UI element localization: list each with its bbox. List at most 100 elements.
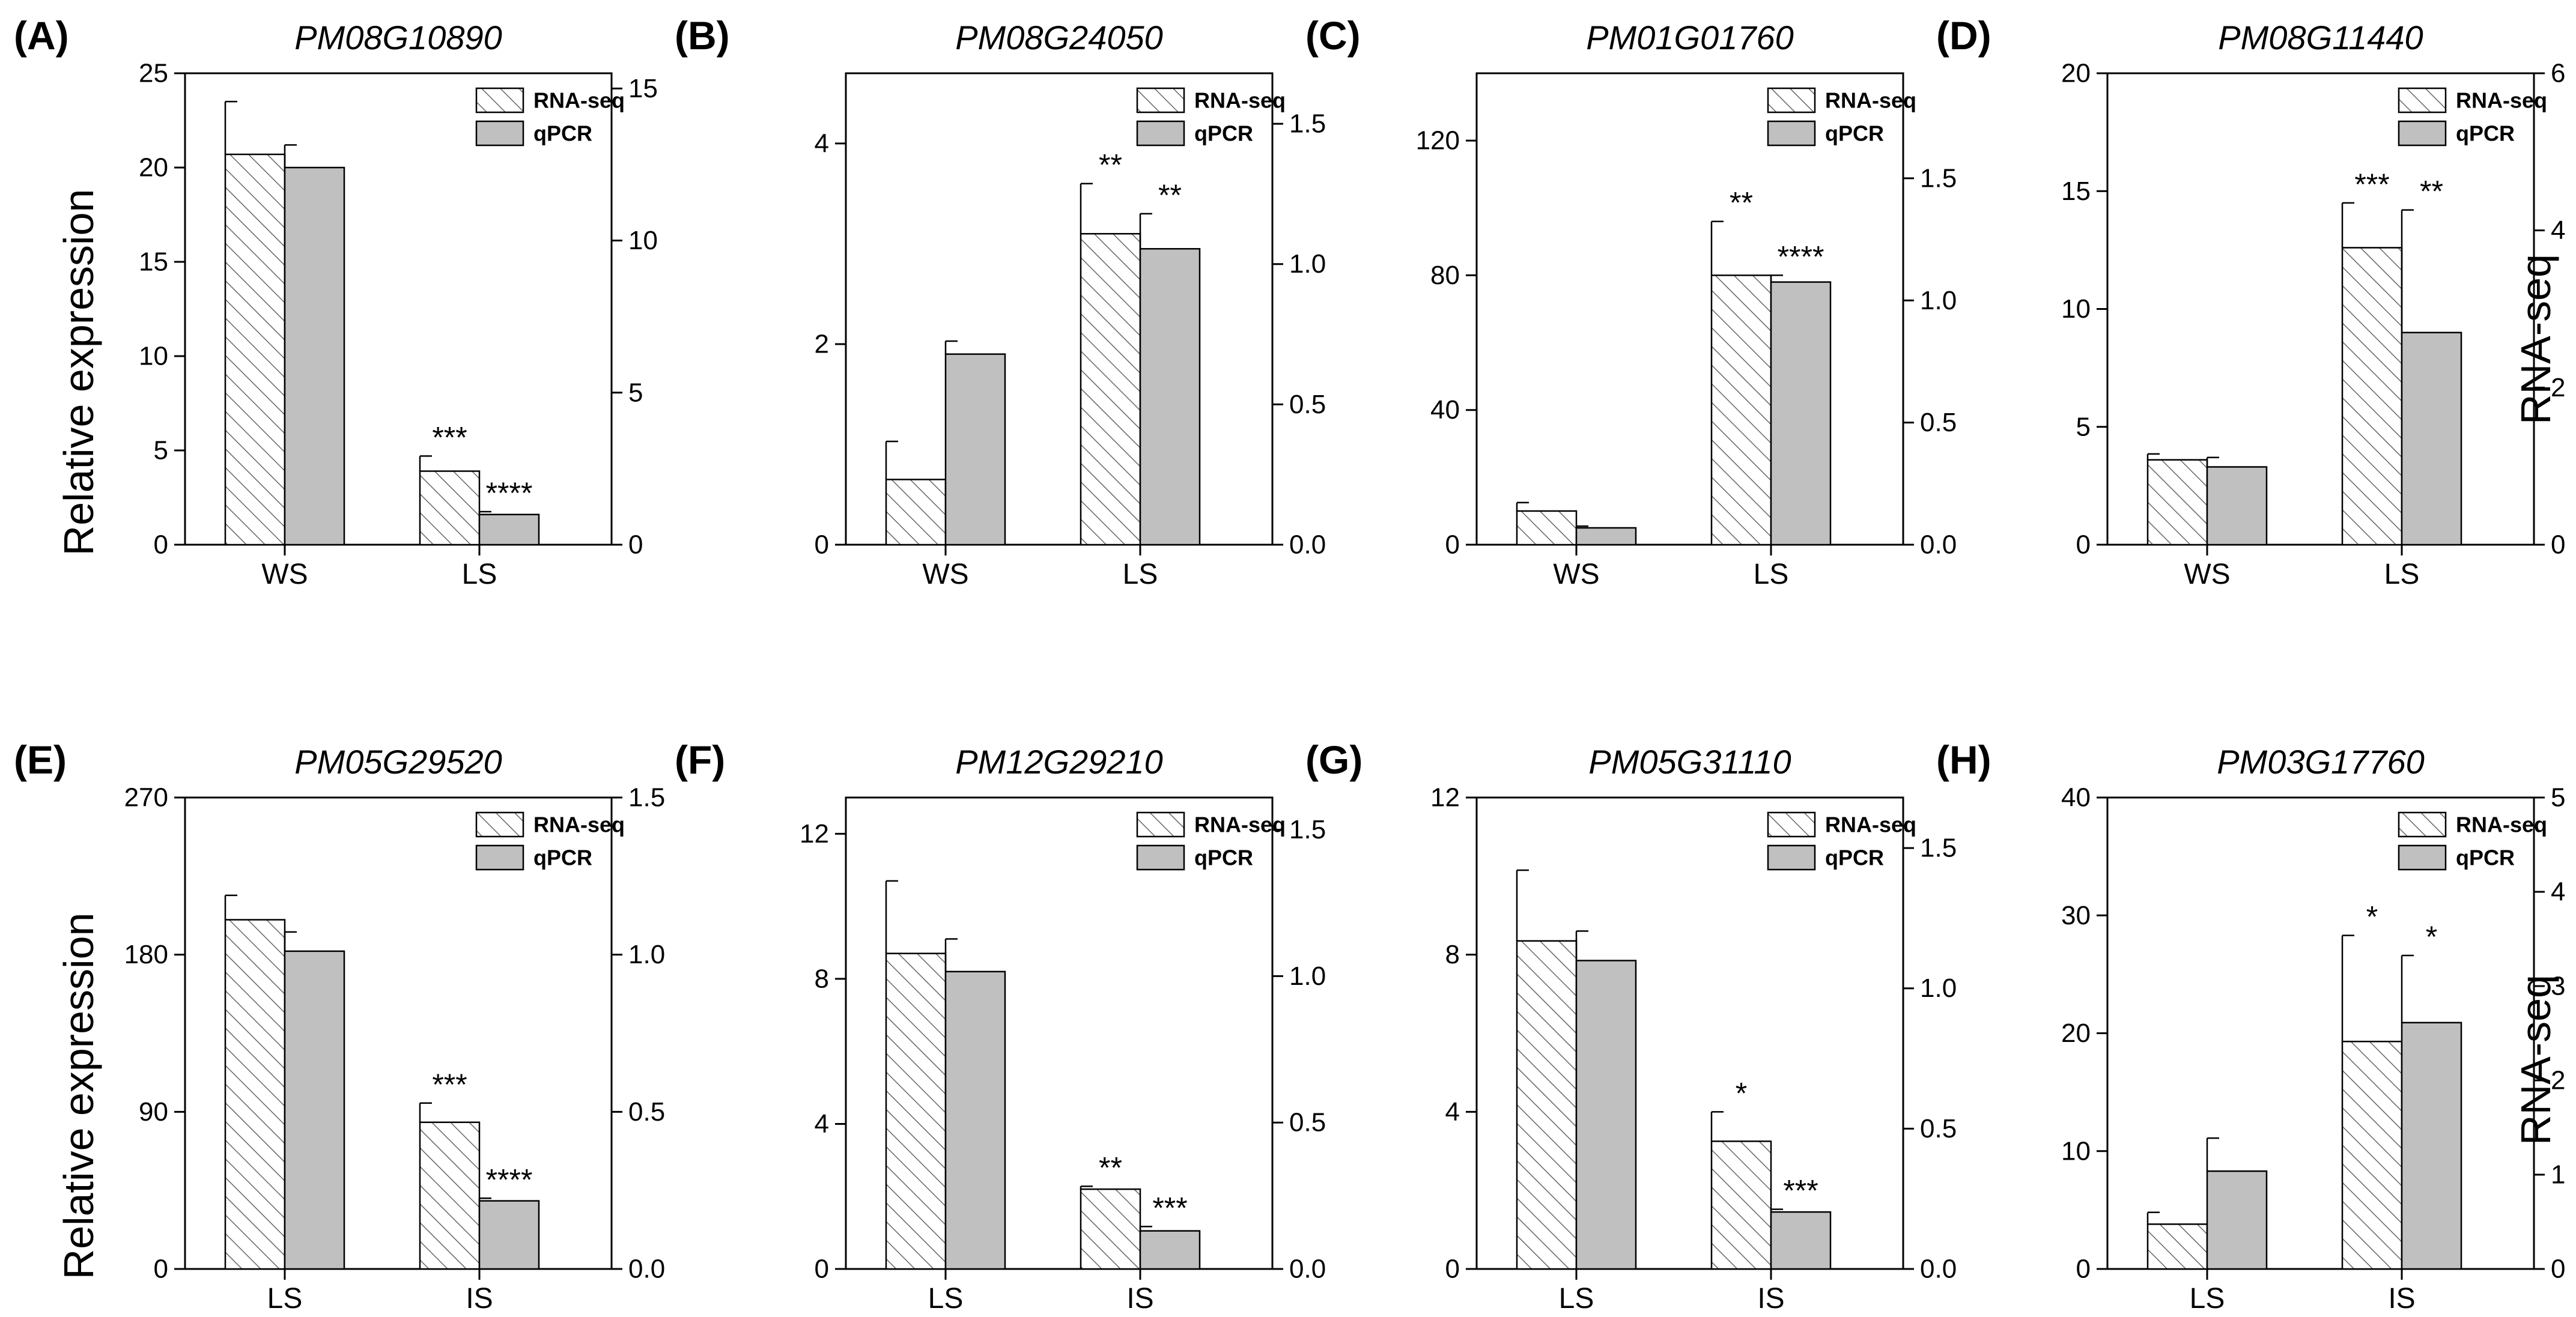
- legend-swatch-qpcr: [2398, 844, 2447, 871]
- right-tick-label: 1.5: [1920, 834, 1957, 863]
- panel-letter: (G): [1305, 737, 1362, 782]
- left-tick-label: 8: [815, 964, 829, 993]
- x-category-label: LS: [2190, 1283, 2225, 1315]
- left-tick-label: 2: [815, 329, 829, 359]
- right-tick-label: 1.5: [1920, 163, 1957, 193]
- legend-label-qpcr: qPCR: [2456, 121, 2515, 146]
- panel-title: PM03G17760: [2217, 743, 2425, 781]
- legend-label-qpcr: qPCR: [1194, 121, 1253, 146]
- legend-swatch-qpcr: [1136, 844, 1185, 871]
- bar-qpcr: [1575, 960, 1637, 1270]
- bar-qpcr: [284, 166, 345, 546]
- right-tick-label: 0.5: [1920, 1114, 1957, 1143]
- y-axis-label-left-bottom: Relative expression: [55, 913, 102, 1280]
- left-tick-label: 0: [154, 530, 168, 560]
- x-category-label: WS: [2184, 559, 2230, 590]
- bar-qpcr: [1575, 527, 1637, 546]
- plot-frame: [845, 72, 1274, 546]
- left-tick-label: 0: [154, 1255, 168, 1284]
- plot-frame: [184, 72, 613, 546]
- significance-mark: ***: [1152, 1191, 1187, 1225]
- panel-h: (H) PM03G17760 0 10 20 30 40 0 1 2 3 4 5 LS * * IS RNA-se…: [1936, 737, 2565, 1315]
- panel-a: (A) PM08G108900510152025051015WS*******LS…: [14, 13, 658, 590]
- bar-rna-seq: [224, 153, 286, 546]
- legend-label-rna-seq: RNA-seq: [533, 88, 625, 113]
- right-tick-label: 0: [2551, 530, 2565, 560]
- bar-rna-seq: [1710, 1140, 1772, 1270]
- significance-mark: **: [1158, 178, 1182, 212]
- legend-label-qpcr: qPCR: [1825, 846, 1884, 870]
- legend-swatch-qpcr: [475, 120, 524, 147]
- left-tick-label: 5: [154, 436, 168, 465]
- panel-letter: (H): [1936, 737, 1991, 782]
- left-tick-label: 10: [2061, 1136, 2091, 1166]
- bar-rna-seq: [1516, 510, 1578, 546]
- right-tick-label: 1.0: [628, 940, 665, 969]
- legend-swatch-qpcr: [1767, 120, 1816, 147]
- left-tick-label: 270: [124, 783, 168, 813]
- panel-b: (B) PM08G24050 0 2 4 0.0 0.5 1.0 1.5 WS ** ** LS RNA-…: [675, 13, 1326, 590]
- left-tick-label: 0: [1445, 530, 1460, 560]
- left-tick-label: 12: [1430, 783, 1460, 813]
- bar-rna-seq: [885, 952, 947, 1270]
- panel-f: (F) PM12G29210048120.00.51.01.5LS*****ISR…: [675, 737, 1326, 1315]
- panel-title: PM01G01760: [1586, 19, 1794, 56]
- bar-rna-seq: [2341, 247, 2403, 546]
- right-tick-label: 0.0: [1920, 530, 1957, 560]
- bar-qpcr: [2401, 1022, 2462, 1270]
- left-tick-label: 20: [2061, 59, 2091, 88]
- legend-label-qpcr: qPCR: [1194, 846, 1253, 870]
- bar-rna-seq: [1080, 232, 1141, 546]
- left-tick-label: 20: [139, 153, 168, 183]
- legend-label-rna-seq: RNA-seq: [1825, 88, 1916, 113]
- left-tick-label: 90: [139, 1097, 168, 1127]
- plot-frame: [845, 796, 1274, 1270]
- right-tick-label: 1.0: [1920, 286, 1957, 315]
- bar-qpcr: [1139, 248, 1201, 546]
- panel-g: (G) PM05G31110048120.00.51.01.5LS****ISRN…: [1305, 737, 1957, 1315]
- right-tick-label: 1.5: [1289, 815, 1326, 844]
- left-tick-label: 8: [1445, 940, 1460, 969]
- y-axis-label-right-bottom: RNA-seq: [2512, 975, 2559, 1145]
- left-tick-label: 0: [2076, 1255, 2091, 1284]
- panel-title: PM05G31110: [1588, 743, 1791, 781]
- panel-e: (E) PM05G295200901802700.00.51.01.5LS****…: [14, 737, 665, 1315]
- right-tick-label: 1.0: [1920, 973, 1957, 1003]
- legend-label-rna-seq: RNA-seq: [1825, 813, 1916, 837]
- right-tick-label: 0.5: [628, 1097, 665, 1127]
- bar-rna-seq: [2146, 459, 2208, 546]
- x-category-label: WS: [261, 559, 308, 590]
- legend-swatch-rna-seq: [1136, 87, 1185, 114]
- significance-mark: *: [1736, 1076, 1747, 1110]
- legend-label-rna-seq: RNA-seq: [2456, 813, 2547, 837]
- panel-c: (C) PM01G01760040801200.00.51.01.5WS*****…: [1305, 13, 1957, 590]
- plot-frame: [1475, 796, 1904, 1270]
- x-category-label: WS: [922, 559, 968, 590]
- panel-letter: (B): [675, 13, 730, 58]
- plot-frame: [1475, 72, 1904, 546]
- panel-letter: (C): [1305, 13, 1361, 58]
- left-tick-label: 20: [2061, 1019, 2091, 1048]
- panel-title: PM08G10890: [294, 19, 502, 56]
- significance-mark: ****: [1778, 240, 1824, 273]
- bar-rna-seq: [224, 919, 286, 1270]
- left-tick-label: 0: [2076, 530, 2091, 560]
- significance-mark: ***: [432, 1068, 467, 1101]
- bar-qpcr: [2401, 332, 2462, 546]
- x-category-label: WS: [1553, 559, 1599, 590]
- bar-qpcr: [284, 950, 345, 1270]
- legend-label-rna-seq: RNA-seq: [533, 813, 625, 837]
- bar-rna-seq: [1516, 940, 1578, 1270]
- x-category-label: IS: [1126, 1283, 1153, 1315]
- significance-mark: ***: [2354, 168, 2389, 201]
- significance-mark: **: [2420, 175, 2443, 208]
- panel-title: PM08G24050: [955, 19, 1163, 56]
- panel-title: PM05G29520: [294, 743, 502, 781]
- left-tick-label: 40: [1430, 395, 1460, 425]
- bar-qpcr: [1770, 1211, 1832, 1270]
- bar-rna-seq: [1080, 1188, 1141, 1270]
- right-tick-label: 0.5: [1289, 390, 1326, 419]
- panel-title: PM08G11440: [2218, 19, 2423, 56]
